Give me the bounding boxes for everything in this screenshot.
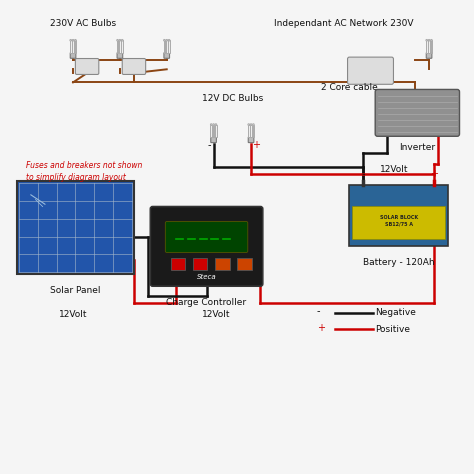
FancyBboxPatch shape: [347, 57, 393, 84]
Bar: [72, 40, 74, 53]
Text: Fuses and breakers not shown
to simplify diagram layout: Fuses and breakers not shown to simplify…: [26, 161, 143, 182]
Ellipse shape: [213, 124, 214, 126]
Ellipse shape: [426, 39, 428, 41]
Text: 12Volt: 12Volt: [59, 310, 87, 319]
Bar: [74, 40, 76, 53]
FancyBboxPatch shape: [122, 58, 146, 74]
Bar: [166, 40, 167, 53]
Text: Inverter: Inverter: [399, 143, 436, 152]
Bar: [121, 40, 123, 53]
Ellipse shape: [166, 39, 167, 41]
FancyBboxPatch shape: [75, 58, 99, 74]
Bar: [426, 40, 428, 53]
Text: -: -: [207, 140, 210, 150]
Ellipse shape: [70, 39, 72, 41]
Bar: [215, 125, 217, 137]
Text: -: -: [362, 169, 365, 179]
Text: 2 Core cable: 2 Core cable: [321, 82, 378, 91]
Bar: [168, 40, 170, 53]
Ellipse shape: [121, 39, 123, 41]
Bar: [428, 40, 430, 53]
Ellipse shape: [210, 124, 212, 126]
Ellipse shape: [164, 39, 165, 41]
Bar: [253, 125, 254, 137]
Ellipse shape: [215, 124, 217, 126]
Ellipse shape: [119, 39, 121, 41]
Text: +: +: [317, 323, 325, 333]
Bar: [430, 40, 432, 53]
Bar: [213, 125, 214, 137]
Text: 12Volt: 12Volt: [201, 310, 230, 319]
Bar: [172, 258, 185, 270]
Ellipse shape: [72, 39, 74, 41]
Bar: [164, 40, 165, 53]
Bar: [210, 125, 212, 137]
Text: Positive: Positive: [375, 325, 410, 334]
Bar: [349, 185, 448, 246]
Text: Battery - 120Ah: Battery - 120Ah: [363, 258, 435, 267]
FancyBboxPatch shape: [70, 53, 76, 58]
Text: -: -: [317, 306, 320, 316]
Bar: [352, 206, 446, 239]
FancyBboxPatch shape: [211, 137, 217, 143]
Bar: [237, 258, 252, 270]
Bar: [193, 258, 208, 270]
Bar: [216, 258, 229, 270]
Ellipse shape: [168, 39, 170, 41]
Text: Negative: Negative: [375, 309, 416, 318]
Text: 230V AC Bulbs: 230V AC Bulbs: [50, 19, 116, 28]
Bar: [248, 125, 249, 137]
Ellipse shape: [248, 124, 249, 126]
FancyBboxPatch shape: [117, 53, 123, 58]
FancyBboxPatch shape: [248, 137, 254, 143]
FancyBboxPatch shape: [375, 90, 459, 137]
FancyBboxPatch shape: [164, 53, 170, 58]
Bar: [17, 181, 134, 274]
Text: +: +: [430, 169, 438, 179]
Ellipse shape: [253, 124, 254, 126]
Ellipse shape: [117, 39, 118, 41]
Bar: [250, 125, 252, 137]
Text: Independant AC Network 230V: Independant AC Network 230V: [274, 19, 414, 28]
Bar: [119, 40, 121, 53]
Ellipse shape: [74, 39, 76, 41]
Ellipse shape: [250, 124, 252, 126]
Ellipse shape: [428, 39, 430, 41]
FancyBboxPatch shape: [426, 53, 432, 58]
Text: 12Volt: 12Volt: [380, 164, 408, 173]
Bar: [117, 40, 118, 53]
Text: Steca: Steca: [197, 274, 216, 280]
Ellipse shape: [430, 39, 432, 41]
Text: +: +: [252, 140, 260, 150]
Text: 12V DC Bulbs: 12V DC Bulbs: [202, 94, 263, 103]
Text: Solar Panel: Solar Panel: [50, 286, 100, 295]
FancyBboxPatch shape: [165, 221, 248, 253]
Text: Charge Controller: Charge Controller: [166, 298, 246, 307]
Bar: [70, 40, 72, 53]
FancyBboxPatch shape: [150, 207, 263, 286]
Text: SOLAR BLOCK
SB12/75 A: SOLAR BLOCK SB12/75 A: [380, 215, 418, 226]
